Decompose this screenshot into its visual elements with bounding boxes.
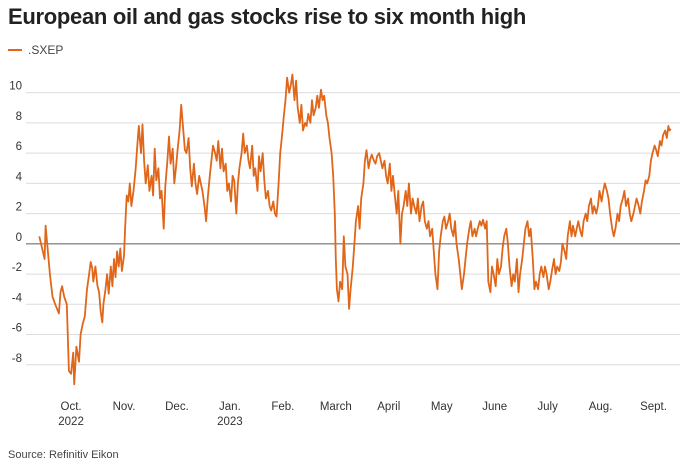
y-tick-label-1: 8 bbox=[16, 111, 22, 123]
legend-label: .SXEP bbox=[28, 43, 64, 57]
x-tick-label-9: July bbox=[537, 401, 558, 413]
x-tick-label-11: Sept. bbox=[640, 401, 667, 413]
x-tick-label-5: March bbox=[320, 401, 352, 413]
y-tick-label-6: -2 bbox=[12, 262, 22, 274]
x-tick-label-10: Aug. bbox=[589, 401, 613, 413]
legend-swatch bbox=[8, 49, 22, 51]
y-tick-label-8: -6 bbox=[12, 323, 22, 335]
x-tick-label-0: Oct. bbox=[61, 401, 82, 413]
y-tick-label-0: 10 bbox=[9, 81, 22, 93]
x-tick-label-8: June bbox=[482, 401, 507, 413]
x-tick-label-7: May bbox=[431, 401, 453, 413]
y-tick-label-4: 2 bbox=[16, 202, 22, 214]
y-tick-label-3: 4 bbox=[16, 171, 23, 183]
y-tick-label-5: 0 bbox=[16, 232, 22, 244]
y-tick-label-2: 6 bbox=[16, 141, 22, 153]
source-note: Source: Refinitiv Eikon bbox=[8, 449, 119, 461]
x-tick-label-4: Feb. bbox=[271, 401, 294, 413]
x-tick-label-3: Jan. bbox=[219, 401, 241, 413]
x-tick-label-1: Nov. bbox=[113, 401, 136, 413]
chart-title: European oil and gas stocks rise to six … bbox=[8, 4, 526, 29]
x-tick-year-0: 2022 bbox=[58, 416, 84, 428]
legend: .SXEP bbox=[8, 43, 63, 57]
x-tick-label-6: April bbox=[377, 401, 400, 413]
x-tick-year-3: 2023 bbox=[217, 416, 243, 428]
y-tick-label-9: -8 bbox=[12, 353, 22, 365]
series-line-0 bbox=[38, 73, 672, 386]
x-tick-label-2: Dec. bbox=[165, 401, 189, 413]
y-tick-label-7: -4 bbox=[12, 292, 23, 304]
